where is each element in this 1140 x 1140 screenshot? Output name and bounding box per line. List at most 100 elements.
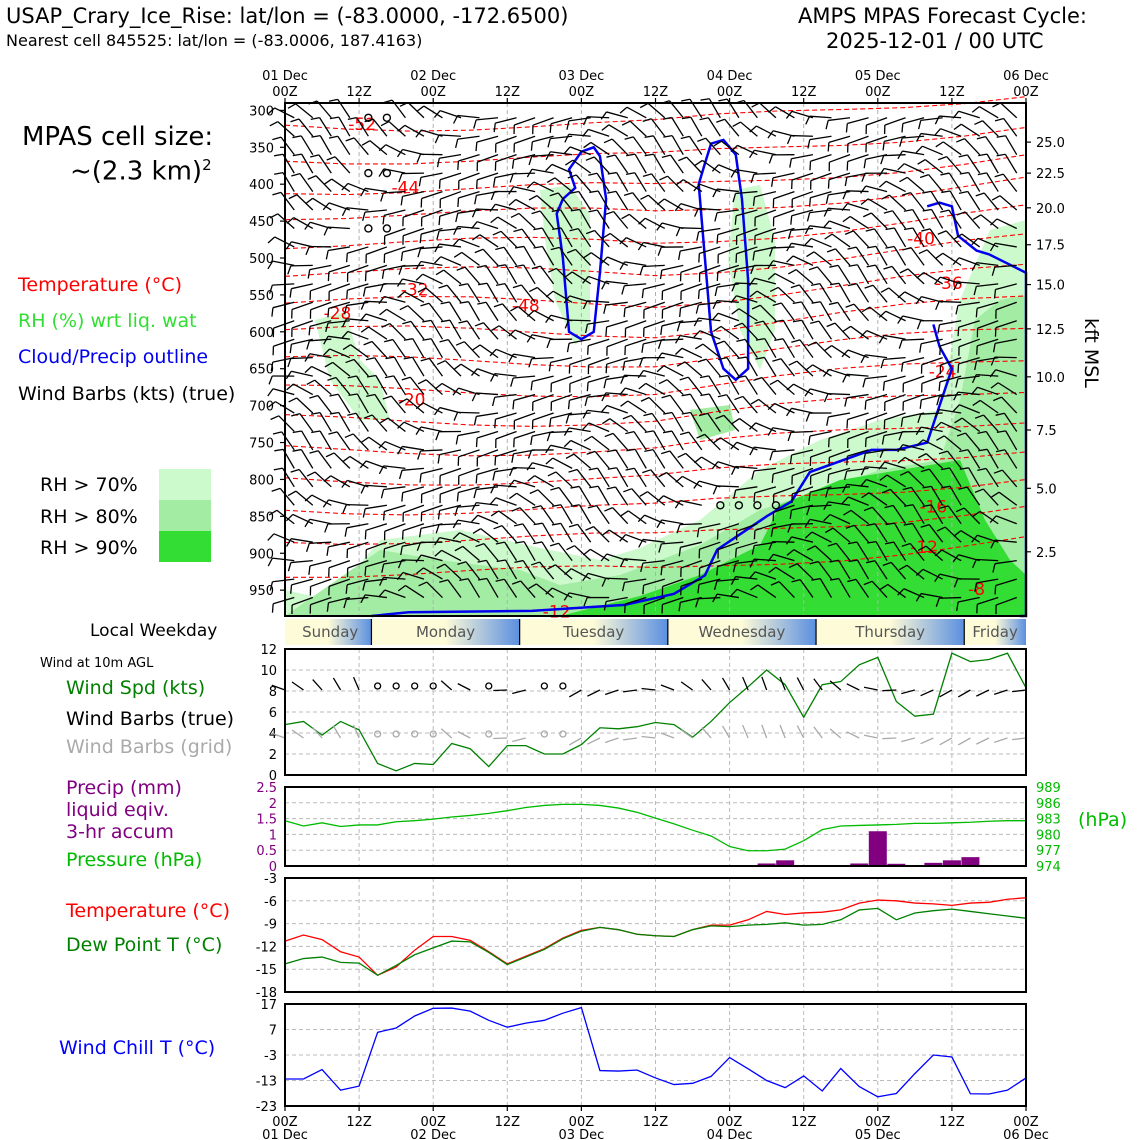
wind-barb-staff: [328, 301, 351, 309]
wind-barb-staff: [793, 383, 814, 396]
wind-barb-staff: [666, 472, 684, 488]
wind-barb-staff: [884, 461, 906, 469]
wind-barb-staff: [790, 134, 813, 137]
wind-barb-staff: [353, 137, 369, 156]
wind-barb-flag: [732, 563, 737, 573]
wind-barb-staff: [383, 486, 406, 491]
wind-barb-staff: [347, 541, 369, 550]
wind-barb-flag: [996, 430, 1006, 433]
wind-grid-label: Wind Barbs (grid): [66, 736, 233, 758]
wind-barb-true: [829, 680, 842, 691]
wind-barb-flag: [494, 456, 497, 466]
wind-barb-staff: [403, 504, 425, 514]
wind-barb-flag: [789, 158, 792, 168]
wind-barb-staff: [537, 489, 555, 506]
wind-barb-flag: [883, 265, 893, 270]
wind-barb-staff: [736, 523, 758, 532]
wind-barb-staff: [503, 246, 518, 266]
wind-barb-flag: [625, 467, 635, 471]
wind-barb-flag: [842, 374, 848, 383]
wind-barb-flag: [545, 457, 554, 465]
wind-barb-staff: [476, 392, 499, 396]
wind-barb-staff: [298, 469, 314, 488]
wind-barb-staff: [1005, 430, 1018, 451]
wind-barb-staff: [539, 210, 555, 229]
wind-barb-staff: [319, 412, 332, 432]
y-tick-label: 1: [269, 828, 277, 843]
kft-tick-label: 22.5: [1036, 167, 1065, 182]
wind-barb-staff: [708, 393, 721, 414]
wind-barb-flag: [697, 137, 706, 143]
y-tick-label: -18: [256, 986, 277, 1001]
wind-barb-flag: [862, 378, 866, 388]
wind-barb-flag: [601, 577, 607, 587]
wind-barb-staff: [439, 109, 462, 119]
wind-barb-staff: [375, 375, 388, 395]
wind-barb-flag: [527, 449, 533, 459]
wind-barb-staff: [828, 135, 851, 144]
wind-barb-staff: [494, 393, 517, 398]
wind-barb-staff: [568, 133, 591, 137]
wind-barb-staff: [551, 163, 573, 174]
wind-barb-flag: [940, 172, 950, 176]
wind-barb-flag: [916, 133, 922, 142]
wind-barb-staff: [328, 264, 351, 273]
pressure-tick-label: 700: [249, 400, 274, 415]
wind-barb-staff: [513, 186, 536, 193]
wind-barb-staff: [920, 132, 943, 137]
wind-barb-staff: [368, 436, 388, 451]
wind-barb-staff: [438, 134, 462, 137]
wind-barb-staff: [754, 246, 777, 253]
wind-barb-flag: [770, 581, 780, 586]
wind-barb-staff: [591, 435, 610, 451]
wind-barb-staff: [874, 560, 888, 580]
bottom-day-label: 01 Dec: [262, 1128, 308, 1140]
rh70-region-upper: [315, 312, 390, 420]
wind-barb-staff: [551, 393, 573, 403]
wind-barb-flag: [638, 382, 647, 390]
wind-barb-staff: [497, 216, 517, 230]
bottom-day-label: 02 Dec: [410, 1128, 456, 1140]
wind-barb-staff: [346, 503, 369, 506]
panel-frame: [284, 648, 1027, 776]
wind-barb-flag: [305, 543, 310, 553]
pressure-tick-label: 400: [249, 178, 274, 193]
wind-barb-staff: [425, 379, 443, 396]
wind-barb-flag: [490, 216, 499, 224]
wind-barb-flag: [325, 322, 329, 333]
wind-barb-flag: [716, 234, 719, 244]
wind-barb-flag: [990, 539, 996, 549]
wind-barb-staff: [889, 488, 907, 506]
wind-barb-staff: [723, 414, 740, 432]
wind-barb-true: [440, 680, 453, 691]
wind-barb-staff: [541, 541, 555, 561]
wind-barb-staff: [384, 227, 406, 237]
wind-barb-flag: [304, 494, 313, 502]
wind-barb-true: [993, 689, 1008, 695]
wind-barb-flag: [974, 582, 978, 592]
wind-barb-flag: [917, 453, 927, 459]
wind-barb-flag: [621, 120, 631, 126]
wind-barb-staff: [791, 536, 814, 543]
wind-barb-flag: [842, 325, 852, 332]
wind-barb-flag: [880, 287, 890, 293]
wind-barb-flag: [601, 529, 610, 536]
wind-barb-staff: [476, 117, 499, 121]
wind-barb-staff: [995, 515, 1017, 525]
wind-barb-staff: [888, 194, 907, 211]
wind-barb-flag: [792, 319, 802, 323]
wind-barb-staff: [477, 368, 499, 377]
wind-barb-flag: [545, 151, 551, 161]
legend-rh: RH (%) wrt liq. wat: [18, 310, 197, 332]
wind-barb-staff: [365, 187, 387, 193]
wind-barb-staff: [832, 527, 851, 543]
wind-barb-staff: [688, 136, 703, 156]
wind-barb-flag: [977, 172, 987, 176]
wind-barb-staff: [894, 522, 907, 543]
wind-barb-flag: [347, 116, 357, 121]
wind-barb-staff: [994, 242, 1017, 248]
precip-bar: [757, 863, 776, 866]
wind-barb-flag: [718, 98, 728, 102]
wind-barb-staff: [791, 242, 814, 248]
wind-barb-flag: [847, 541, 857, 545]
